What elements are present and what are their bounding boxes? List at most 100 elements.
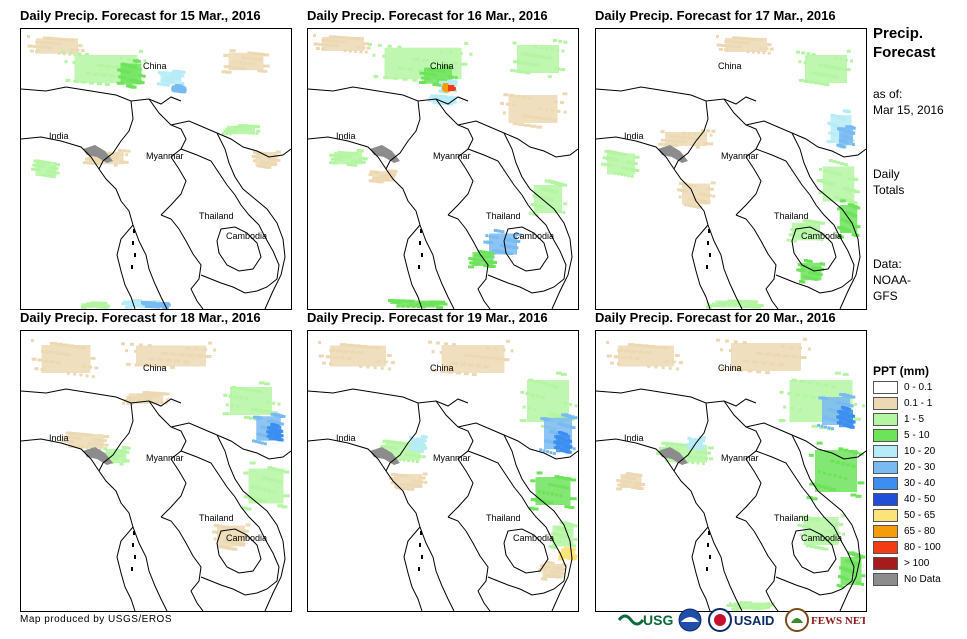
legend-swatch (873, 509, 898, 522)
country-border (723, 98, 762, 216)
legend-label: 50 - 65 (904, 510, 936, 521)
country-label-china: China (718, 363, 742, 373)
country-border (596, 438, 675, 472)
country-border (775, 538, 855, 596)
country-label-cambodia: Cambodia (513, 533, 554, 543)
legend-swatch (873, 493, 898, 506)
forecast-panel-4: Daily Precip. Forecast for 18 Mar., 2016… (20, 308, 310, 612)
precip-patch (61, 431, 110, 451)
country-label-thailand: Thailand (486, 513, 521, 523)
precip-patch (816, 159, 860, 205)
svg-text:USAID: USAID (734, 613, 774, 628)
country-border (403, 224, 423, 309)
legend-swatch (873, 429, 898, 442)
country-border (673, 168, 743, 309)
fewsnet-logo: FEWS NET (785, 608, 865, 632)
map-svg: China India Myanmar Thailand Cambodia (596, 337, 866, 611)
island (707, 543, 709, 547)
country-border (98, 402, 134, 472)
country-label-thailand: Thailand (774, 513, 809, 523)
legend-item: 0.1 - 1 (873, 396, 965, 412)
island (709, 555, 711, 559)
country-label-cambodia: Cambodia (226, 533, 267, 543)
country-border (487, 236, 567, 294)
country-border (673, 100, 709, 170)
country-label-thailand: Thailand (199, 211, 234, 221)
precip-patch (796, 259, 826, 284)
precip-patch (836, 551, 866, 589)
precip-patch (706, 299, 764, 309)
precip-patch (313, 34, 371, 54)
noaa-logo (678, 608, 702, 632)
precip-patch (222, 381, 281, 421)
precip-patch (116, 59, 146, 89)
svg-text:USGS: USGS (643, 612, 673, 628)
country-border (308, 438, 387, 472)
precip-patch (796, 49, 854, 87)
precip-patch (121, 341, 216, 369)
country-border (308, 388, 469, 407)
precip-patch (318, 341, 395, 371)
country-border (503, 528, 549, 574)
country-border (467, 148, 553, 238)
precip-patch (528, 471, 577, 511)
legend-item: 80 - 100 (873, 540, 965, 556)
legend-label: 30 - 40 (904, 478, 936, 489)
precip-patch (558, 546, 578, 561)
precip-patch (606, 341, 683, 371)
country-border (308, 136, 387, 170)
country-label-myanmar: Myanmar (433, 151, 471, 161)
precip-patch (616, 472, 646, 491)
legend-label: 20 - 30 (904, 462, 936, 473)
map-svg: China India Myanmar Thailand Cambodia (21, 35, 291, 309)
precip-patch (408, 435, 428, 453)
country-label-cambodia: Cambodia (513, 231, 554, 241)
country-border (755, 148, 841, 238)
country-border (170, 422, 291, 460)
forecast-panel-1: Daily Precip. Forecast for 15 Mar., 2016… (20, 6, 310, 310)
country-label-china: China (143, 363, 167, 373)
country-label-china: China (143, 61, 167, 71)
precip-patch (553, 431, 573, 454)
precip-map: China India Myanmar Thailand Cambodia (307, 28, 579, 310)
country-border (447, 516, 491, 611)
panel-title: Daily Precip. Forecast for 19 Mar., 2016 (307, 310, 548, 325)
legend-swatch (873, 573, 898, 586)
sidebar-title-line1: Precip. (873, 25, 924, 42)
island (419, 241, 421, 245)
country-border (435, 98, 474, 216)
island (421, 253, 423, 257)
country-border (116, 526, 136, 611)
country-label-cambodia: Cambodia (801, 231, 842, 241)
usaid-logo: USAID (708, 608, 774, 632)
legend-swatch (873, 525, 898, 538)
precip-patch (716, 35, 774, 55)
country-border (308, 86, 469, 105)
precip-patch (658, 129, 716, 149)
legend-label: 65 - 80 (904, 526, 936, 537)
precip-patch (156, 69, 186, 87)
legend-item: > 100 (873, 556, 965, 572)
country-border (216, 434, 286, 611)
legend-item: 1 - 5 (873, 412, 965, 428)
island (132, 543, 134, 547)
country-label-india: India (49, 433, 69, 443)
precip-patch (601, 149, 640, 178)
precip-patch (221, 49, 270, 74)
country-border (21, 388, 182, 407)
legend-item: 40 - 50 (873, 492, 965, 508)
country-border (447, 214, 491, 309)
country-border (98, 168, 168, 309)
as-of-date: Mar 15, 2016 (873, 103, 944, 117)
country-border (116, 224, 136, 309)
country-border (791, 434, 861, 611)
legend-item: 50 - 65 (873, 508, 965, 524)
island (707, 241, 709, 245)
map-svg: China India Myanmar Thailand Cambodia (308, 34, 578, 309)
precip-patch (519, 371, 578, 431)
country-border (596, 388, 757, 407)
precip-patch (266, 423, 284, 442)
country-border (21, 136, 100, 170)
legend-rows: 0 - 0.1 0.1 - 1 1 - 5 5 - 10 10 - 20 20 - 30 3… (873, 380, 965, 588)
precip-map: China India Myanmar Thailand Cambodia (20, 330, 292, 612)
